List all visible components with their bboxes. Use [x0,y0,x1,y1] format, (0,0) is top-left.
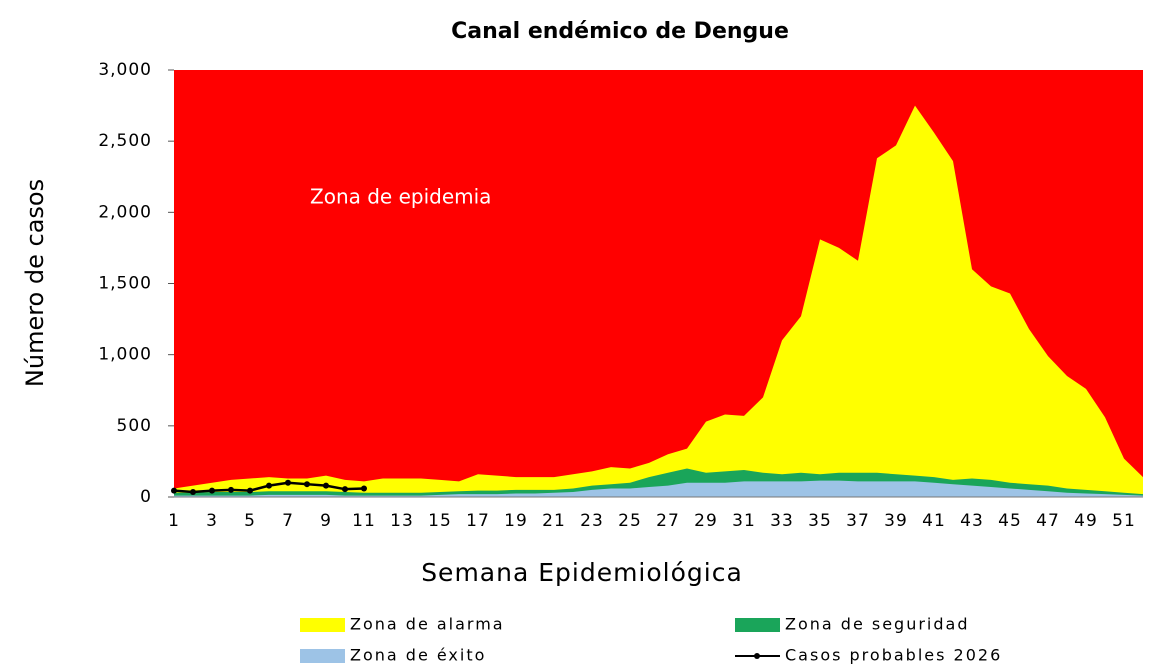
x-tick-label: 37 [846,511,870,531]
x-tick-label: 27 [656,511,680,531]
x-tick-label: 35 [808,511,832,531]
x-tick-label: 7 [282,511,294,531]
x-tick-label: 19 [504,511,528,531]
x-tick-label: 29 [694,511,718,531]
x-tick-label: 31 [732,511,756,531]
x-tick-label: 5 [244,511,256,531]
x-tick-label: 1 [168,511,180,531]
point [342,486,348,493]
point [304,481,310,488]
x-tick-label: 25 [618,511,642,531]
point [247,487,253,494]
point [323,482,329,489]
x-tick-label: 51 [1112,511,1136,531]
x-tick-label: 3 [206,511,218,531]
y-tick-label: 0 [140,487,152,507]
y-tick-label: 3,000 [98,60,152,80]
y-tick-label: 2,000 [98,202,152,222]
point [361,485,367,492]
legend-label: Casos probables 2026 [785,646,1002,665]
x-tick-label: 17 [466,511,490,531]
point [190,489,196,496]
point [266,482,272,489]
legend-label: Zona de alarma [350,615,505,634]
point [171,487,177,494]
y-tick-label: 1,000 [98,345,152,365]
legend-swatch [300,618,345,632]
x-tick-label: 21 [542,511,566,531]
x-tick-label: 33 [770,511,794,531]
point [209,487,215,494]
area [174,105,1143,497]
x-tick-label: 15 [428,511,452,531]
x-tick-label: 49 [1074,511,1098,531]
legend-swatch [735,618,780,632]
x-tick-label: 11 [352,511,376,531]
y-tick-label: 1,500 [98,274,152,294]
point [228,486,234,493]
legend-swatch [300,649,345,663]
y-tick-label: 2,500 [98,131,152,151]
chart-title: Canal endémico de Dengue [451,19,789,44]
legend-swatch [754,653,760,659]
x-tick-label: 45 [998,511,1022,531]
area [174,480,1143,497]
x-tick-label: 41 [922,511,946,531]
point [285,479,291,486]
x-tick-label: 43 [960,511,984,531]
x-axis-label: Semana Epidemiológica [421,558,743,587]
legend-label: Zona de seguridad [785,615,969,634]
legend-label: Zona de éxito [350,646,486,665]
x-tick-label: 23 [580,511,604,531]
x-tick-label: 47 [1036,511,1060,531]
x-tick-label: 39 [884,511,908,531]
x-tick-label: 9 [320,511,332,531]
annotation: Zona de epidemia [310,185,491,209]
x-tick-label: 13 [390,511,414,531]
y-axis-label: Número de casos [21,179,49,387]
y-tick-label: 500 [117,416,152,436]
